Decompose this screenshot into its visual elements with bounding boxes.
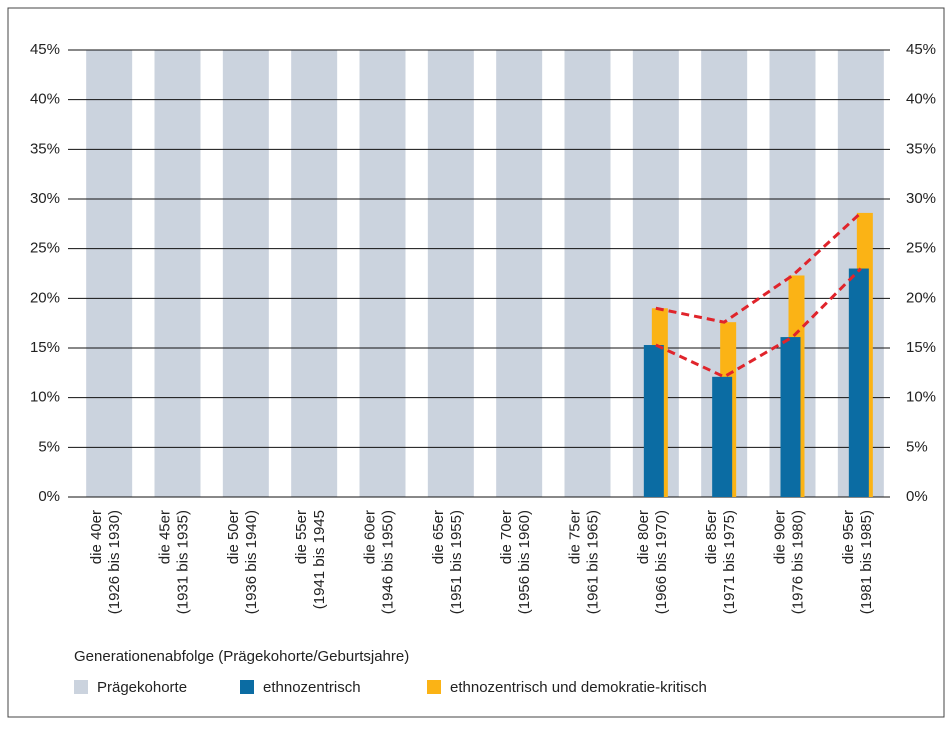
y-tick-label: 15% <box>30 339 60 356</box>
cohort-bar <box>86 50 133 497</box>
y2-tick-label: 20% <box>906 289 936 306</box>
y2-tick-label: 10% <box>906 389 936 406</box>
cohort-bar <box>154 50 201 497</box>
x-tick-label: die 80er <box>635 510 652 564</box>
x-tick-label: (1936 bis 1940) <box>243 510 260 614</box>
y2-tick-label: 15% <box>906 339 936 356</box>
bar <box>848 268 869 497</box>
x-tick-label: (1951 bis 1955) <box>448 510 465 614</box>
x-axis-title: Generationenabfolge (Prägekohorte/Geburt… <box>74 648 409 665</box>
x-tick-label: die 45er <box>156 510 173 564</box>
x-tick-label: die 75er <box>566 510 583 564</box>
x-tick-label: (1941 bis 1945 <box>311 510 328 609</box>
cohort-bar <box>291 50 338 497</box>
cohort-bar <box>359 50 406 497</box>
y-tick-label: 5% <box>38 438 60 455</box>
bar <box>643 345 664 497</box>
y-tick-label: 30% <box>30 190 60 207</box>
cohort-bar <box>564 50 611 497</box>
legend-label: Prägekohorte <box>97 679 187 696</box>
x-tick-label: die 50er <box>225 510 242 564</box>
x-tick-label: (1976 bis 1980) <box>789 510 806 614</box>
y-tick-label: 10% <box>30 389 60 406</box>
y-tick-label: 40% <box>30 91 60 108</box>
legend-label: ethnozentrisch <box>263 679 361 696</box>
y2-tick-label: 25% <box>906 240 936 257</box>
x-tick-label: (1981 bis 1985) <box>858 510 875 614</box>
y-tick-label: 25% <box>30 240 60 257</box>
legend-swatch <box>427 680 441 694</box>
x-tick-label: die 95er <box>840 510 857 564</box>
cohort-bar <box>222 50 269 497</box>
x-tick-label: (1931 bis 1935) <box>174 510 191 614</box>
y-tick-label: 35% <box>30 140 60 157</box>
y2-tick-label: 40% <box>906 91 936 108</box>
legend-label: ethnozentrisch und demokratie-kritisch <box>450 679 707 696</box>
y-tick-label: 45% <box>30 41 60 58</box>
y2-tick-label: 45% <box>906 41 936 58</box>
legend-swatch <box>74 680 88 694</box>
x-tick-label: die 90er <box>771 510 788 564</box>
cohort-bar <box>427 50 474 497</box>
x-tick-label: die 55er <box>293 510 310 564</box>
x-tick-label: (1956 bis 1960) <box>516 510 533 614</box>
bar <box>712 376 733 497</box>
x-tick-label: die 40er <box>88 510 105 564</box>
y2-tick-label: 0% <box>906 488 928 505</box>
x-tick-label: (1926 bis 1930) <box>106 510 123 614</box>
x-tick-label: (1971 bis 1975) <box>721 510 738 614</box>
frame <box>7 7 945 718</box>
x-tick-label: die 70er <box>498 510 515 564</box>
trend-line <box>655 267 862 379</box>
y2-tick-label: 30% <box>906 190 936 207</box>
bar <box>780 337 801 497</box>
x-tick-label: die 85er <box>703 510 720 564</box>
trend-line <box>655 211 862 324</box>
cohort-bar <box>496 50 543 497</box>
legend-swatch <box>240 680 254 694</box>
x-tick-label: die 60er <box>361 510 378 564</box>
y-tick-label: 0% <box>38 488 60 505</box>
y-tick-label: 20% <box>30 289 60 306</box>
y2-tick-label: 5% <box>906 438 928 455</box>
y2-tick-label: 35% <box>906 140 936 157</box>
x-tick-label: (1946 bis 1950) <box>379 510 396 614</box>
x-tick-label: (1961 bis 1965) <box>584 510 601 614</box>
x-tick-label: (1966 bis 1970) <box>653 510 670 614</box>
x-tick-label: die 65er <box>430 510 447 564</box>
